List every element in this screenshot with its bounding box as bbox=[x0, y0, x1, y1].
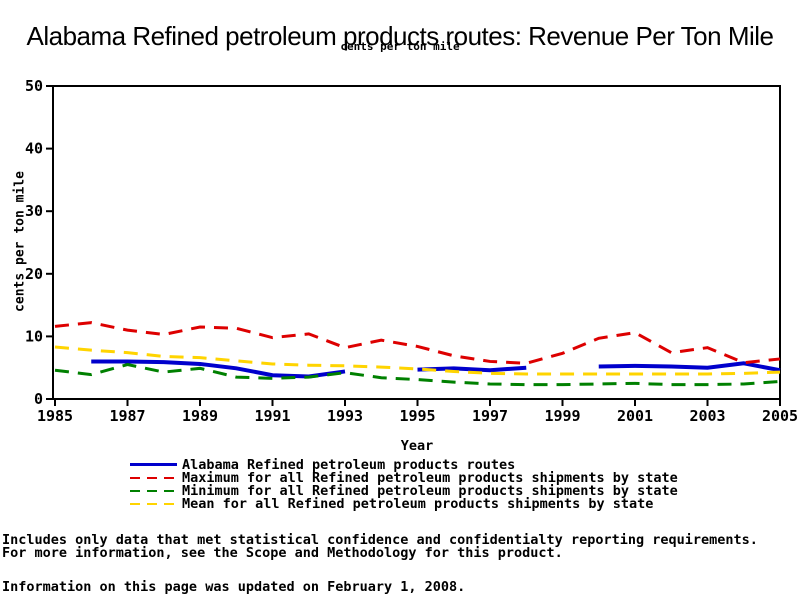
legend-item-mean: Mean for all Refined petroleum products … bbox=[130, 495, 678, 512]
series-line-0 bbox=[91, 359, 346, 379]
x-axis-title: Year bbox=[400, 438, 434, 454]
legend-line-sample-mean bbox=[130, 502, 177, 505]
footnote-updated: Information on this page was updated on … bbox=[2, 579, 466, 595]
legend-item-maximum: Maximum for all Refined petroleum produc… bbox=[130, 469, 678, 486]
y-tick-label: 40 bbox=[25, 140, 43, 158]
x-tick-label: 1995 bbox=[399, 407, 435, 425]
legend-line-sample-minimum bbox=[130, 489, 177, 492]
footnote-confidence: Includes only data that met statistical … bbox=[2, 532, 758, 548]
page-title: Alabama Refined petroleum products route… bbox=[26, 21, 774, 52]
series-line-2 bbox=[54, 363, 781, 387]
legend-item-minimum: Minimum for all Refined petroleum produc… bbox=[130, 482, 678, 499]
y-tick-label: 50 bbox=[25, 77, 43, 95]
legend-label: Alabama Refined petroleum products route… bbox=[182, 456, 516, 473]
x-tick-label: 1985 bbox=[37, 407, 73, 425]
legend-line-sample-alabama bbox=[130, 463, 177, 466]
y-tick-label: 20 bbox=[25, 265, 43, 283]
legend-label: Minimum for all Refined petroleum produc… bbox=[182, 482, 678, 499]
series-line-1 bbox=[54, 321, 781, 365]
y-tick-label: 30 bbox=[25, 202, 43, 220]
legend-label: Mean for all Refined petroleum products … bbox=[182, 495, 654, 512]
footnote-methodology: For more information, see the Scope and … bbox=[2, 545, 563, 561]
series-line-3 bbox=[54, 345, 781, 376]
x-tick-label: 1991 bbox=[254, 407, 290, 425]
x-tick-label: 1989 bbox=[182, 407, 218, 425]
x-tick-label: 2003 bbox=[689, 407, 725, 425]
x-tick-label: 1999 bbox=[544, 407, 580, 425]
legend-label: Maximum for all Refined petroleum produc… bbox=[182, 469, 678, 486]
x-tick-label: 2001 bbox=[617, 407, 653, 425]
x-tick-label: 1997 bbox=[472, 407, 508, 425]
chart-legend: Alabama Refined petroleum products route… bbox=[130, 456, 678, 512]
footnotes: Includes only data that met statistical … bbox=[2, 532, 758, 561]
x-tick-label: 1993 bbox=[327, 407, 363, 425]
x-tick-label: 1987 bbox=[109, 407, 145, 425]
x-tick-label: 2005 bbox=[762, 407, 798, 425]
chart-subtitle: cents per ton mile bbox=[340, 40, 460, 53]
series-line-0 bbox=[598, 361, 781, 373]
y-tick-label: 10 bbox=[25, 327, 43, 345]
y-axis-title: cents per ton mile bbox=[12, 171, 28, 312]
legend-line-sample-maximum bbox=[130, 476, 177, 479]
legend-item-alabama: Alabama Refined petroleum products route… bbox=[130, 456, 678, 473]
y-tick-label: 0 bbox=[34, 390, 43, 408]
